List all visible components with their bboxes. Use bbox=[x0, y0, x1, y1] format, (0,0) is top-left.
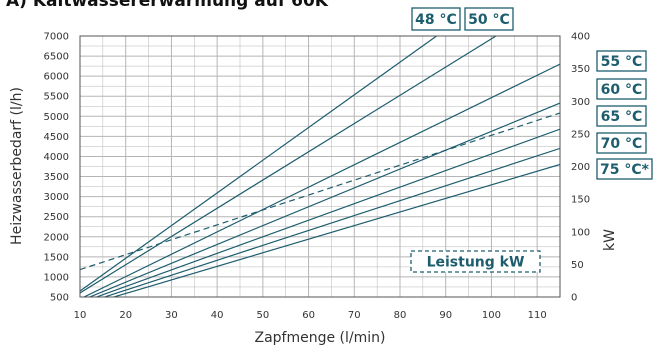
plot-frame bbox=[79, 35, 561, 298]
x-tick-label: 80 bbox=[394, 310, 407, 321]
y-tick-label: 1000 bbox=[44, 272, 69, 283]
series-label-text: 70 °C bbox=[601, 136, 643, 152]
y-tick-label: 3000 bbox=[44, 192, 69, 203]
y-tick-label: 5000 bbox=[44, 112, 69, 123]
y-tick-label: 2000 bbox=[44, 232, 69, 243]
series-label-60-c: 60 °C bbox=[596, 78, 647, 100]
series-line-leistung-kw bbox=[80, 112, 560, 271]
y2-tick-label: 350 bbox=[571, 64, 590, 75]
labels-layer: A) Kaltwassererwärmung auf 60K Zapfmenge… bbox=[6, 0, 653, 346]
y-tick-label: 500 bbox=[50, 293, 69, 304]
tick-labels: 10 20 30 40 50 60 70 80 90 100 1105001000150020002… bbox=[44, 32, 591, 322]
x-tick-label: 20 bbox=[119, 310, 132, 321]
y2-tick-label: 100 bbox=[571, 227, 590, 238]
y-axis-title: Heizwasserbedarf (l/h) bbox=[9, 87, 25, 245]
x-tick-label: 30 bbox=[165, 310, 178, 321]
y2-tick-label: 250 bbox=[571, 129, 590, 140]
y-tick-label: 4000 bbox=[44, 152, 69, 163]
series-line-48-c bbox=[80, 36, 437, 292]
series-layer bbox=[80, 36, 560, 297]
series-label-48-c: 48 °C bbox=[411, 7, 461, 31]
y-tick-label: 2500 bbox=[44, 212, 69, 223]
y2-tick-label: 150 bbox=[571, 195, 590, 206]
series-label-55-c: 55 °C bbox=[596, 50, 647, 72]
series-label-text: 50 °C bbox=[468, 12, 510, 28]
y2-tick-label: 400 bbox=[571, 32, 590, 43]
series-label-65-c: 65 °C bbox=[596, 105, 647, 127]
y2-tick-label: 200 bbox=[571, 162, 590, 173]
y2-tick-label: 300 bbox=[571, 97, 590, 108]
y2-tick-label: 0 bbox=[571, 293, 577, 304]
x-tick-label: 100 bbox=[482, 310, 501, 321]
y-tick-label: 6500 bbox=[44, 52, 69, 63]
series-label-75-c: 75 °C* bbox=[596, 158, 653, 180]
series-label-text: 60 °C bbox=[601, 82, 643, 98]
series-line-60-c bbox=[88, 102, 560, 297]
y-tick-label: 4500 bbox=[44, 132, 69, 143]
y-tick-label: 7000 bbox=[44, 32, 69, 43]
series-label-text: 48 °C bbox=[415, 12, 457, 28]
y-tick-label: 5500 bbox=[44, 92, 69, 103]
series-label-leistung-kw: Leistung kW bbox=[410, 250, 541, 273]
x-tick-label: 10 bbox=[74, 310, 87, 321]
x-tick-label: 90 bbox=[439, 310, 452, 321]
series-label-text: 75 °C* bbox=[600, 162, 650, 178]
chart-title: A) Kaltwassererwärmung auf 60K bbox=[6, 0, 329, 11]
series-line-55-c bbox=[82, 63, 560, 297]
y-tick-label: 3500 bbox=[44, 172, 69, 183]
series-line-50-c bbox=[80, 36, 497, 294]
x-axis-title: Zapfmenge (l/min) bbox=[255, 330, 386, 346]
series-line-65-c bbox=[94, 128, 560, 297]
y2-axis-title: kW bbox=[602, 229, 618, 251]
x-tick-label: 110 bbox=[528, 310, 547, 321]
x-tick-label: 60 bbox=[302, 310, 315, 321]
series-line-70-c bbox=[102, 147, 560, 297]
y-tick-label: 1500 bbox=[44, 252, 69, 263]
y2-tick-label: 50 bbox=[571, 260, 584, 271]
series-label-text: Leistung kW bbox=[427, 255, 525, 271]
series-label-text: 65 °C bbox=[601, 109, 643, 125]
series-label-text: 55 °C bbox=[601, 54, 643, 70]
y-tick-label: 6000 bbox=[44, 72, 69, 83]
series-label-70-c: 70 °C bbox=[596, 132, 647, 154]
x-tick-label: 40 bbox=[211, 310, 224, 321]
series-line-75-c bbox=[111, 163, 560, 297]
x-tick-label: 70 bbox=[348, 310, 361, 321]
x-tick-label: 50 bbox=[256, 310, 269, 321]
series-label-50-c: 50 °C bbox=[464, 7, 514, 31]
